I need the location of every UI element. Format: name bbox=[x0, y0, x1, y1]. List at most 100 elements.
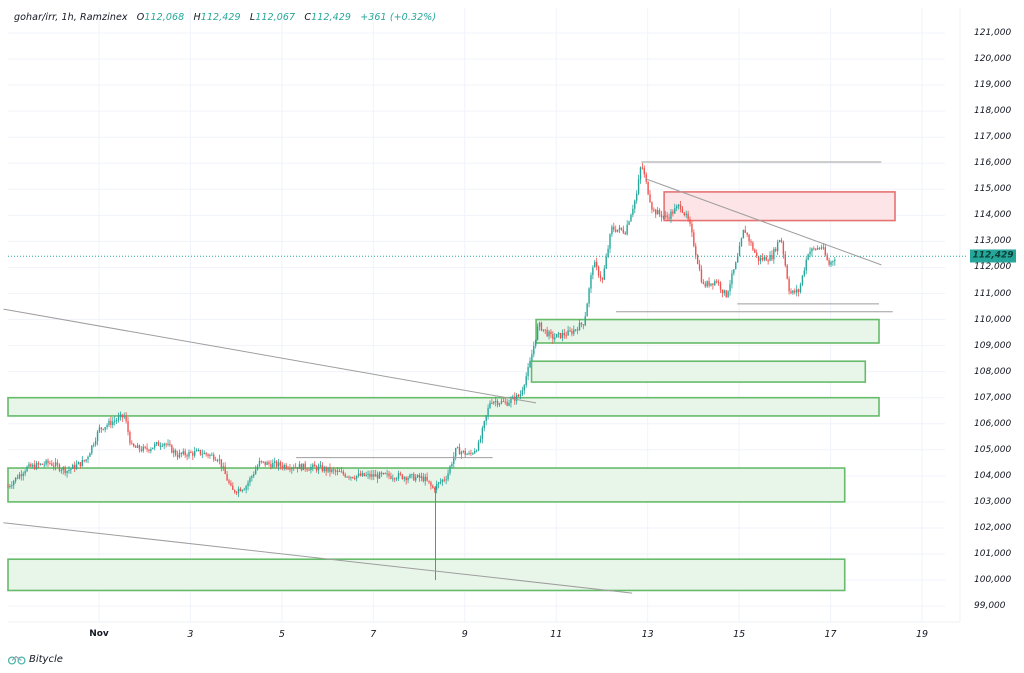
candle-body bbox=[603, 268, 605, 280]
candle-body bbox=[811, 248, 813, 252]
candle-body bbox=[104, 427, 106, 430]
candle-body bbox=[108, 420, 110, 426]
candle-body bbox=[129, 431, 131, 444]
candle-body bbox=[569, 330, 571, 332]
candle-body bbox=[102, 428, 104, 430]
candle-body bbox=[536, 326, 539, 340]
candle-body bbox=[540, 322, 543, 331]
candle-body bbox=[113, 420, 116, 422]
candle-body bbox=[736, 256, 739, 263]
candle-body bbox=[834, 259, 836, 262]
candle-body bbox=[651, 202, 653, 210]
candle-body bbox=[319, 465, 322, 467]
candle-body bbox=[607, 248, 609, 257]
candle-body bbox=[376, 474, 379, 479]
candle-body bbox=[249, 477, 251, 483]
price-tick-label: 106,000 bbox=[974, 418, 1012, 429]
candle-body bbox=[304, 463, 306, 469]
candle-body bbox=[675, 206, 678, 209]
candle-body bbox=[173, 450, 175, 453]
candle-body bbox=[285, 464, 287, 469]
candle-body bbox=[72, 464, 74, 469]
support-zone bbox=[7, 396, 880, 417]
candle-body bbox=[272, 462, 274, 468]
high-label: H bbox=[193, 12, 201, 23]
candle-body bbox=[458, 447, 461, 455]
candle-body bbox=[68, 470, 70, 472]
brand-watermark: Bitycle bbox=[8, 654, 63, 665]
candle-body bbox=[163, 443, 165, 446]
candle-body bbox=[717, 282, 720, 284]
candle-body bbox=[342, 471, 344, 475]
candle-body bbox=[451, 463, 453, 467]
candle-body bbox=[245, 486, 247, 490]
candle-body bbox=[508, 403, 510, 406]
candle-body bbox=[98, 427, 101, 432]
candle-body bbox=[807, 254, 809, 260]
candle-body bbox=[388, 473, 390, 477]
symbol-label[interactable]: gohar/irr, 1h, Ramzinex bbox=[14, 12, 128, 23]
candle-body bbox=[117, 416, 120, 421]
candle-body bbox=[294, 467, 297, 469]
candle-body bbox=[788, 278, 790, 292]
candle-body bbox=[161, 445, 164, 447]
candle-body bbox=[256, 466, 259, 470]
candle-body bbox=[799, 284, 802, 292]
candle-body bbox=[656, 210, 659, 215]
candle-body bbox=[441, 479, 444, 482]
candle-body bbox=[37, 463, 40, 465]
candle-body bbox=[792, 290, 794, 294]
candle-body bbox=[258, 460, 261, 467]
candle-body bbox=[275, 461, 278, 467]
candle-body bbox=[767, 260, 769, 262]
candle-body bbox=[125, 415, 127, 422]
candle-body bbox=[784, 254, 786, 266]
candle-body bbox=[213, 454, 215, 460]
candle-body bbox=[727, 291, 729, 298]
candle-body bbox=[30, 464, 32, 467]
candle-body bbox=[428, 480, 430, 483]
candle-body bbox=[714, 281, 716, 286]
candle-body bbox=[32, 464, 34, 467]
candle-body bbox=[752, 242, 754, 250]
candle-body bbox=[763, 257, 766, 260]
candle-body bbox=[695, 246, 697, 256]
candle-body bbox=[691, 223, 693, 233]
candle-body bbox=[485, 415, 487, 422]
candle-body bbox=[11, 485, 13, 487]
candle-body bbox=[595, 262, 598, 267]
candle-body bbox=[230, 483, 232, 486]
candle-body bbox=[803, 270, 806, 276]
candle-body bbox=[182, 451, 184, 454]
candle-body bbox=[575, 329, 577, 331]
candle-body bbox=[597, 266, 600, 276]
candle-body bbox=[268, 462, 270, 464]
candle-body bbox=[94, 440, 97, 445]
candle-body bbox=[350, 476, 352, 478]
price-tick-label: 104,000 bbox=[974, 470, 1012, 481]
time-tick-label: 7 bbox=[370, 629, 377, 640]
candle-body bbox=[380, 472, 383, 474]
candle-body bbox=[361, 473, 364, 476]
candle-body bbox=[816, 248, 819, 250]
candle-body bbox=[119, 414, 122, 417]
candle-body bbox=[193, 451, 196, 456]
candle-body bbox=[702, 281, 705, 284]
candle-body bbox=[670, 211, 672, 219]
candle-body bbox=[460, 452, 463, 455]
candle-body bbox=[416, 474, 419, 478]
candle-body bbox=[820, 247, 823, 249]
candle-body bbox=[167, 443, 169, 445]
candle-body bbox=[715, 281, 718, 283]
candle-body bbox=[186, 455, 188, 457]
candle-body bbox=[620, 227, 623, 230]
candle-body bbox=[369, 473, 371, 477]
candle-body bbox=[310, 467, 312, 471]
candle-body bbox=[445, 479, 447, 481]
candle-body bbox=[704, 283, 706, 287]
candle-body bbox=[563, 333, 565, 336]
candle-body bbox=[33, 464, 36, 469]
candle-body bbox=[723, 290, 726, 294]
